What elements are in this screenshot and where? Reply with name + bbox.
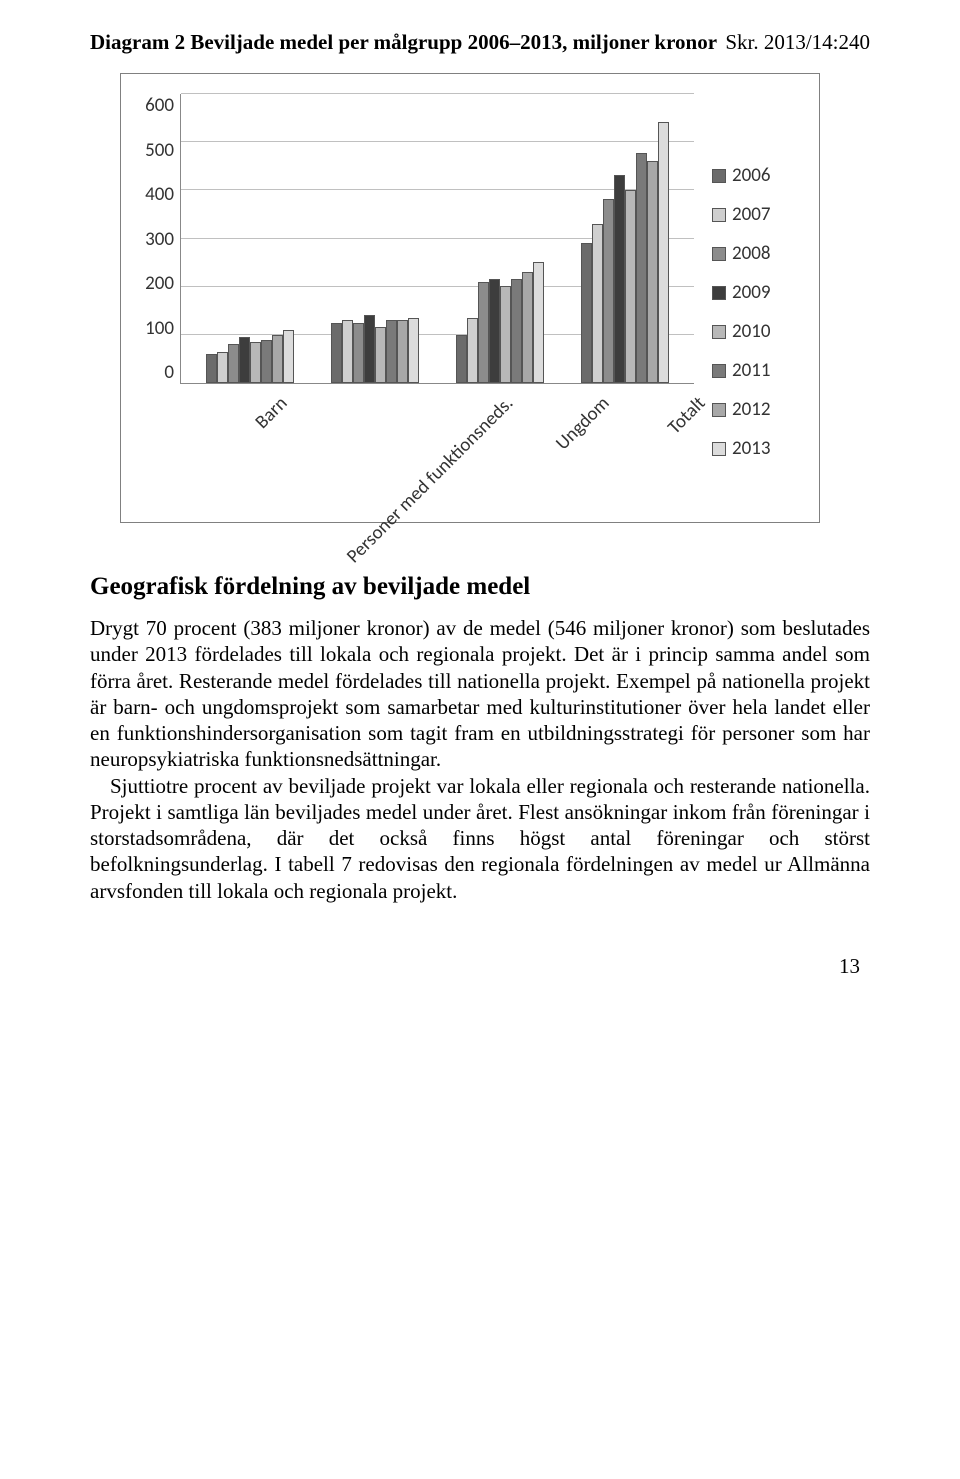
legend-label: 2009	[732, 281, 771, 304]
chart-left: 600 500 400 300 200 100 0 BarnPersoner med fun…	[136, 94, 694, 507]
bar	[408, 318, 419, 383]
legend-item: 2009	[712, 281, 804, 304]
legend-swatch	[712, 286, 726, 300]
bar	[522, 272, 533, 383]
legend-item: 2007	[712, 203, 804, 226]
bar	[658, 122, 669, 383]
y-tick: 100	[145, 317, 174, 340]
bar	[478, 282, 489, 384]
paragraph-1: Drygt 70 procent (383 miljoner kronor) a…	[90, 615, 870, 773]
bar-chart: 600 500 400 300 200 100 0 BarnPersoner med fun…	[120, 73, 820, 523]
legend-swatch	[712, 208, 726, 222]
y-tick: 0	[164, 361, 174, 384]
bar	[228, 344, 239, 383]
bar	[239, 337, 250, 383]
legend-label: 2008	[732, 242, 771, 265]
diagram-title: Diagram 2 Beviljade medel per målgrupp 2…	[90, 30, 717, 55]
paragraph-2: Sjuttiotre procent av beviljade projekt …	[90, 773, 870, 904]
bar-group	[331, 315, 419, 383]
bar	[625, 190, 636, 383]
legend-item: 2012	[712, 398, 804, 421]
legend-item: 2006	[712, 164, 804, 187]
legend-item: 2011	[712, 359, 804, 382]
legend-swatch	[712, 325, 726, 339]
legend-label: 2012	[732, 398, 771, 421]
bar	[636, 153, 647, 383]
bar	[364, 315, 375, 383]
bar	[614, 175, 625, 383]
bar	[353, 323, 364, 383]
x-label: Barn	[208, 392, 361, 545]
bar	[500, 286, 511, 383]
bar	[581, 243, 592, 383]
page-number: 13	[90, 954, 870, 979]
legend-label: 2006	[732, 164, 771, 187]
plot-wrap: 600 500 400 300 200 100 0 BarnPersoner med fun…	[136, 94, 804, 507]
bar	[456, 335, 467, 383]
body-text: Drygt 70 procent (383 miljoner kronor) a…	[90, 615, 870, 904]
y-tick: 200	[145, 272, 174, 295]
bar	[386, 320, 397, 383]
bar	[511, 279, 522, 383]
bar	[217, 352, 228, 383]
bar-group	[206, 330, 294, 383]
bar	[342, 320, 353, 383]
y-tick: 400	[145, 183, 174, 206]
legend-item: 2010	[712, 320, 804, 343]
legend-swatch	[712, 247, 726, 261]
bar	[592, 224, 603, 384]
bar	[603, 199, 614, 383]
skr-ref: Skr. 2013/14:240	[725, 30, 870, 55]
bar	[533, 262, 544, 383]
y-tick: 500	[145, 139, 174, 162]
legend-swatch	[712, 364, 726, 378]
bar-group	[456, 262, 544, 383]
bar	[272, 335, 283, 383]
bar	[250, 342, 261, 383]
y-tick: 600	[145, 94, 174, 117]
bar	[467, 318, 478, 383]
bar	[375, 327, 386, 383]
y-tick: 300	[145, 228, 174, 251]
y-axis: 600 500 400 300 200 100 0	[136, 94, 180, 384]
legend-label: 2007	[732, 203, 771, 226]
x-axis-labels: BarnPersoner med funktionsneds.UngdomTot…	[136, 384, 694, 504]
bar	[283, 330, 294, 383]
legend-label: 2010	[732, 320, 771, 343]
bar	[261, 340, 272, 384]
bar	[331, 323, 342, 383]
legend-item: 2008	[712, 242, 804, 265]
bar	[489, 279, 500, 383]
bar	[206, 354, 217, 383]
bar	[397, 320, 408, 383]
plot-area	[180, 94, 694, 384]
bar	[647, 161, 658, 383]
header-row: Diagram 2 Beviljade medel per målgrupp 2…	[90, 30, 870, 55]
bar-groups	[181, 94, 694, 383]
legend-label: 2011	[732, 359, 771, 382]
bar-group	[581, 122, 669, 383]
legend-swatch	[712, 169, 726, 183]
plot-row: 600 500 400 300 200 100 0	[136, 94, 694, 384]
